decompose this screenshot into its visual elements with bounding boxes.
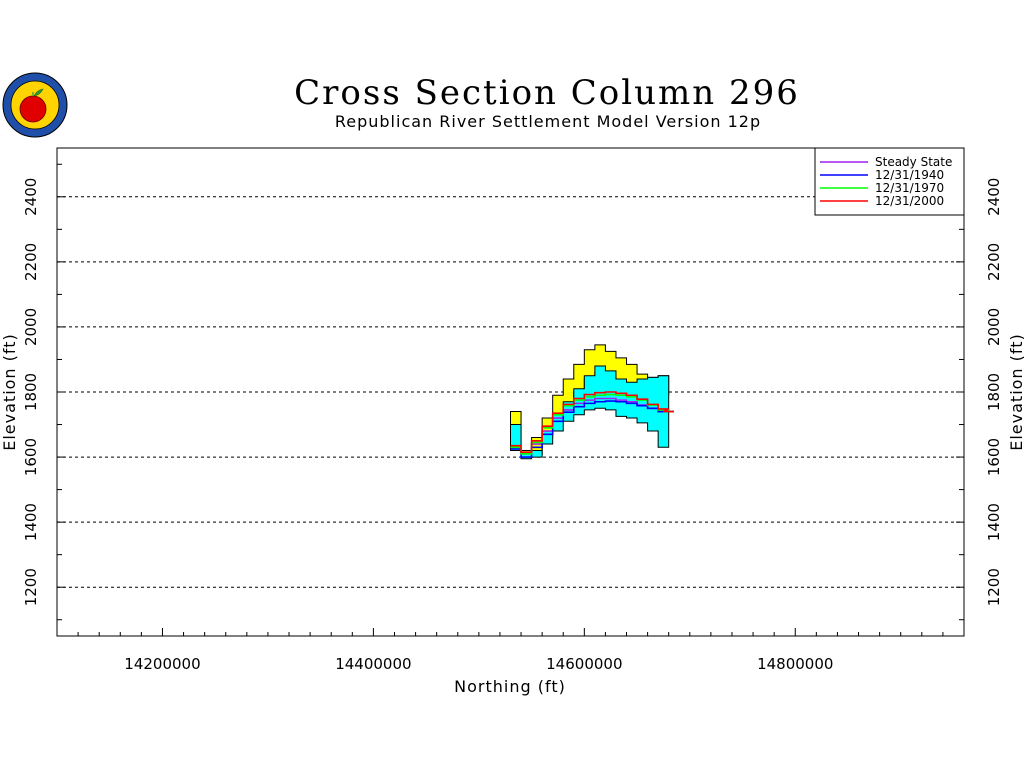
layer-fill bbox=[510, 365, 670, 460]
apple-seal-logo bbox=[2, 72, 68, 138]
series-line bbox=[510, 391, 674, 453]
y-tick-label-left: 2000 bbox=[22, 308, 40, 346]
y-tick-label-left: 1800 bbox=[22, 373, 40, 411]
x-tick-label: 14400000 bbox=[335, 655, 411, 673]
y-tick-label-right: 2200 bbox=[985, 243, 1003, 281]
y-tick-label-left: 1400 bbox=[22, 503, 40, 541]
y-axis-label-left: Elevation (ft) bbox=[0, 333, 19, 451]
y-tick-label-right: 1400 bbox=[985, 503, 1003, 541]
chart-subtitle: Republican River Settlement Model Versio… bbox=[335, 112, 761, 131]
layer-fills bbox=[510, 344, 670, 460]
y-tick-label-right: 1600 bbox=[985, 438, 1003, 476]
y-tick-label-left: 2200 bbox=[22, 243, 40, 281]
grid-lines bbox=[57, 196, 964, 588]
x-tick-label: 14200000 bbox=[124, 655, 200, 673]
y-axis-label-right: Elevation (ft) bbox=[1007, 333, 1024, 451]
legend-label: 12/31/1940 bbox=[875, 168, 944, 182]
y-tick-label-left: 1600 bbox=[22, 438, 40, 476]
y-tick-label-left: 1200 bbox=[22, 568, 40, 606]
legend-box bbox=[814, 147, 965, 216]
legend: Steady State12/31/194012/31/197012/31/20… bbox=[814, 147, 965, 216]
x-axis-label: Northing (ft) bbox=[454, 677, 566, 696]
head-series bbox=[510, 391, 674, 458]
y-axis-ticks: 1200 1200 1400 1400 1600 1600 1800 1800 2000 2000… bbox=[22, 163, 1003, 621]
y-tick-label-right: 2000 bbox=[985, 308, 1003, 346]
x-axis-ticks: 14200000 14400000 14600000 14800000 bbox=[56, 628, 965, 673]
legend-label: 12/31/2000 bbox=[875, 194, 944, 208]
x-tick-label: 14800000 bbox=[757, 655, 833, 673]
y-tick-label-right: 2400 bbox=[985, 178, 1003, 216]
series-line bbox=[510, 400, 674, 458]
legend-label: Steady State bbox=[875, 155, 952, 169]
chart-title: Cross Section Column 296 bbox=[294, 73, 800, 113]
y-tick-label-right: 1800 bbox=[985, 373, 1003, 411]
x-tick-label: 14600000 bbox=[546, 655, 622, 673]
legend-label: 12/31/1970 bbox=[875, 181, 944, 195]
y-tick-label-right: 1200 bbox=[985, 568, 1003, 606]
y-tick-label-left: 2400 bbox=[22, 178, 40, 216]
